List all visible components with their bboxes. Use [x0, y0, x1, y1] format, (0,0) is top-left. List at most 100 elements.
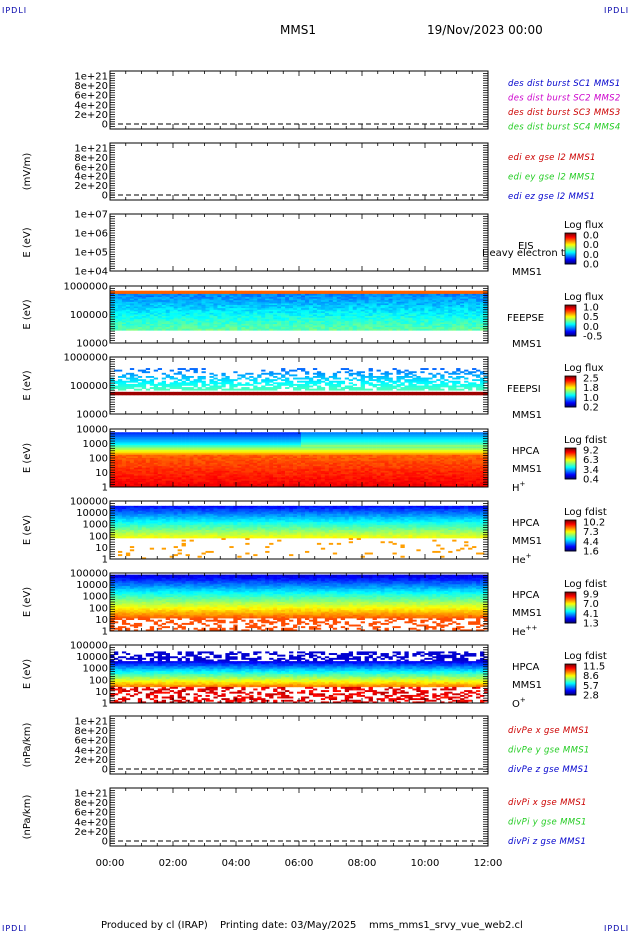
panel-7-ytick-label: 100: [89, 531, 108, 542]
panel-7-colorbar-cell: [565, 541, 576, 544]
panel-8-ytick-label: 1000: [83, 592, 108, 603]
panel-7-colorbar-cell: [565, 531, 576, 533]
panel-4-colorbar-tick: 0.0: [583, 322, 599, 333]
panel-7-colorbar-cell: [565, 530, 576, 532]
panel-7-colorbar-cell: [565, 546, 576, 549]
panel-6-colorbar-cell: [565, 464, 576, 466]
panel-4-colorbar-cell: [565, 322, 576, 324]
panel-5-colorbar-cell: [565, 397, 576, 400]
panel-4-colorbar-cell: [565, 306, 576, 308]
panel-7-ytick-label: 1000: [83, 520, 108, 531]
panel-6-colorbar-cell: [565, 473, 576, 476]
panel-9-colorbar-cell: [565, 690, 576, 693]
panel-8-colorbar-cell: [565, 592, 576, 594]
panel-9-colorbar-tick: 11.5: [583, 662, 605, 673]
panel-9-ytick-label: 1: [102, 699, 108, 710]
panel-5-colorbar-cell: [565, 400, 576, 403]
xtick-label: 00:00: [96, 858, 125, 869]
panel-7-colorbar-cell: [565, 520, 576, 522]
panel-1-frame: [109, 70, 489, 130]
panel-10-frame: [109, 715, 489, 775]
panel-2-ytick-label: 0: [102, 191, 108, 202]
corner-label-bottom-left: IPDLI: [2, 924, 28, 933]
panel-5-colorbar-tick: 2.5: [583, 374, 599, 385]
panel-4-colorbar-cell: [565, 328, 576, 331]
panel-9-species-label: O+: [512, 696, 526, 710]
panel-3-colorbar-cell: [565, 240, 576, 242]
panel-9-colorbar-cell: [565, 683, 576, 686]
panel-3-frame: [109, 213, 489, 272]
panel-3-colorbar-cell: [565, 235, 576, 237]
page-title: MMS1: [280, 23, 316, 37]
panel-6-colorbar-tick: 0.4: [583, 475, 599, 486]
panel-9-ytick-label: 10000: [76, 652, 108, 663]
panel-9-colorbar-cell: [565, 676, 576, 678]
panel-7-colorbar-cell: [565, 548, 576, 551]
panel-2-ytick-label: 6e+20: [74, 162, 108, 173]
panel-8-ytick-label: 10: [95, 615, 108, 626]
panel-7-instrument-name: HPCA: [512, 518, 540, 529]
panel-5-colorbar-tick: 1.0: [583, 393, 599, 404]
panel-6-colorbar-tick: 3.4: [583, 465, 599, 476]
panel-3-overlay-text: Heavy electron to: [482, 248, 571, 259]
panel-1-ytick-label: 6e+20: [74, 91, 108, 102]
panel-5-colorbar-cell: [565, 381, 576, 383]
panel-8-instrument-name: HPCA: [512, 590, 540, 601]
panel-3-colorbar-cell: [565, 251, 576, 254]
panel-3-colorbar-cell: [565, 249, 576, 251]
panel-8-ytick-label: 100000: [70, 569, 108, 580]
panel-2-ylabel: (mV/m): [22, 153, 33, 191]
panel-9-colorbar-cell: [565, 667, 576, 669]
panel-9-colorbar-cell: [565, 691, 576, 694]
panel-5-colorbar-cell: [565, 390, 576, 392]
panel-9-colorbar-title: Log fdist: [564, 651, 607, 662]
panel-6-colorbar-cell: [565, 463, 576, 465]
panel-9-colorbar-cell: [565, 668, 576, 670]
panel-2-ytick-label: 4e+20: [74, 172, 108, 183]
xtick-label: 06:00: [285, 858, 314, 869]
panel-3-colorbar-tick: 0.0: [583, 250, 599, 261]
panel-7-colorbar-cell: [565, 547, 576, 550]
panel-1-legend-entry: des dist burst SC4 MMS4: [508, 123, 621, 133]
panel-7-colorbar-cell: [565, 532, 576, 534]
panel-5-colorbar-cell: [565, 398, 576, 401]
panel-7-colorbar-cell: [565, 523, 576, 525]
panel-9-spacecraft-name: MMS1: [512, 680, 542, 691]
panel-8-ytick-label: 1: [102, 627, 108, 638]
panel-11-ytick-label: 4e+20: [74, 817, 108, 828]
panel-8-colorbar-cell: [565, 608, 576, 610]
panel-1-ytick-label: 0: [102, 120, 108, 131]
panel-1-ytick-label: 1e+21: [74, 72, 108, 83]
corner-label-top-left: IPDLI: [2, 6, 28, 15]
panel-3-colorbar-cell: [565, 243, 576, 245]
panel-5-colorbar-cell: [565, 393, 576, 395]
corner-label-top-right: IPDLI: [604, 6, 630, 15]
panel-5-colorbar-cell: [565, 378, 576, 380]
panel-3-colorbar-cell: [565, 248, 576, 250]
panel-4-colorbar-cell: [565, 324, 576, 327]
panel-7-colorbar-cell: [565, 545, 576, 548]
panel-7-spectrogram: [110, 505, 489, 560]
panel-3-colorbar-cell: [565, 247, 576, 249]
panel-11-ytick-label: 8e+20: [74, 798, 108, 809]
panel-7-colorbar-cell: [565, 529, 576, 531]
panel-4-colorbar-tick: -0.5: [583, 332, 603, 343]
panel-9-colorbar-cell: [565, 678, 576, 680]
panel-8-colorbar-cell: [565, 601, 576, 603]
panel-8-colorbar-cell: [565, 609, 576, 611]
panel-11-ytick-label: 2e+20: [74, 827, 108, 838]
panel-2-legend-entry: edi ez gse l2 MMS1: [508, 192, 595, 202]
panel-9-colorbar-cell: [565, 682, 576, 685]
panel-8-colorbar-tick: 4.1: [583, 609, 599, 620]
plot-date: 19/Nov/2023 00:00: [427, 23, 543, 37]
panel-7-ytick-label: 10: [95, 543, 108, 554]
panel-4-colorbar-cell: [565, 308, 576, 310]
panel-9-ytick-label: 100: [89, 675, 108, 686]
corner-label-bottom-right: IPDLI: [604, 924, 630, 933]
panel-3-colorbar-tick: 0.0: [583, 231, 599, 242]
panel-8-colorbar-cell: [565, 613, 576, 616]
panel-11-ytick-label: 1e+21: [74, 789, 108, 800]
panel-5-colorbar-cell: [565, 384, 576, 386]
panel-9-colorbar-cell: [565, 689, 576, 692]
